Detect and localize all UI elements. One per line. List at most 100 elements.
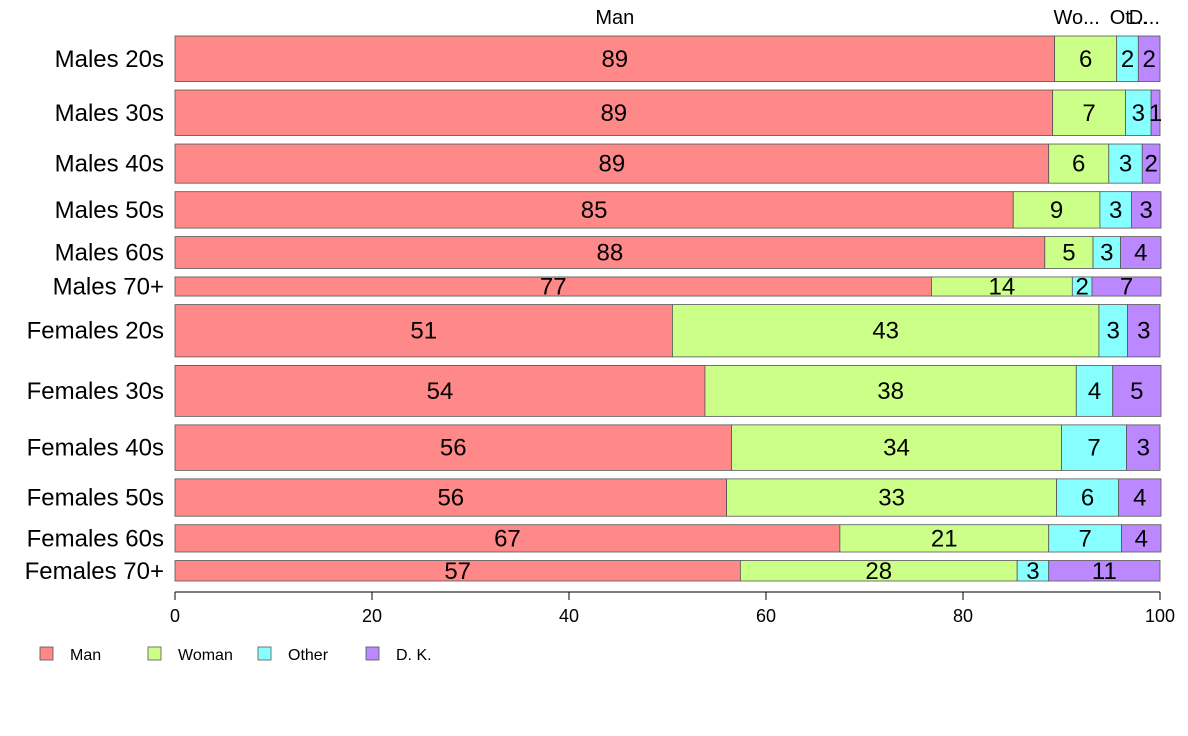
- value-label: 3: [1140, 197, 1153, 224]
- bar-segment-other: [1048, 524, 1122, 553]
- legend-label-woman: Woman: [178, 647, 233, 664]
- value-label: 89: [598, 151, 625, 178]
- legend-swatch-man: [39, 646, 54, 661]
- value-label: 3: [1109, 197, 1122, 224]
- value-label: 6: [1081, 485, 1094, 512]
- bar-segment-man: [174, 236, 1046, 269]
- x-tick-label: 20: [362, 606, 382, 626]
- bar-segment-man: [174, 524, 841, 553]
- legend-label-d-k: D. K.: [396, 647, 432, 664]
- value-label: 2: [1076, 273, 1089, 300]
- bar-segment-other: [1099, 191, 1132, 229]
- value-label: 67: [494, 525, 521, 552]
- value-label: 56: [440, 435, 467, 462]
- bar-segment-other: [1098, 304, 1128, 358]
- row-label: Males 20s: [55, 46, 164, 73]
- row-label: Females 60s: [27, 525, 164, 552]
- value-label: 33: [878, 485, 905, 512]
- value-label: 56: [437, 485, 464, 512]
- x-tick-label: 0: [170, 606, 180, 626]
- value-label: 4: [1088, 378, 1101, 405]
- value-label: 7: [1087, 435, 1100, 462]
- bar-segment-d-k: [1121, 524, 1162, 553]
- value-label: 7: [1082, 100, 1095, 127]
- row-label: Females 30s: [27, 378, 164, 405]
- value-label: 77: [540, 273, 567, 300]
- value-label: 3: [1137, 318, 1150, 345]
- bar-segment-woman: [731, 424, 1062, 471]
- x-tick-label: 80: [953, 606, 973, 626]
- value-label: 21: [931, 525, 958, 552]
- row-label: Females 40s: [27, 435, 164, 462]
- bar-segment-man: [174, 89, 1054, 136]
- value-label: 89: [600, 100, 627, 127]
- value-label: 3: [1137, 435, 1150, 462]
- bar-segment-other: [1108, 143, 1143, 184]
- bar-segment-d-k: [1112, 364, 1162, 417]
- bar-segment-woman: [1044, 236, 1094, 269]
- value-label: 11: [1092, 558, 1117, 585]
- value-label: 7: [1078, 525, 1091, 552]
- bar-segment-other: [1056, 478, 1120, 517]
- bar-segment-d-k: [1048, 560, 1161, 582]
- bar-segment-man: [174, 364, 706, 417]
- value-label: 7: [1120, 273, 1133, 300]
- bar-segment-man: [174, 478, 727, 517]
- legend-label-man: Man: [70, 647, 101, 664]
- bar-segment-man: [174, 143, 1050, 184]
- bar-segment-d-k: [1150, 89, 1161, 136]
- row-label: Females 20s: [27, 318, 164, 345]
- value-label: 57: [444, 558, 471, 585]
- bar-segment-d-k: [1091, 276, 1162, 297]
- value-label: 51: [410, 318, 437, 345]
- x-tick-label: 40: [559, 606, 579, 626]
- value-label: 5: [1062, 240, 1075, 267]
- value-label: 6: [1079, 46, 1092, 73]
- bar-segment-d-k: [1137, 35, 1161, 82]
- bar-segment-man: [174, 424, 732, 471]
- value-label: 4: [1135, 525, 1148, 552]
- row-label: Males 70+: [53, 273, 164, 300]
- bar-segment-man: [174, 304, 673, 358]
- bar-segment-woman: [704, 364, 1077, 417]
- row-label: Males 50s: [55, 197, 164, 224]
- value-label: 85: [581, 197, 608, 224]
- bar-segment-other: [1125, 89, 1152, 136]
- bar-segment-woman: [726, 478, 1057, 517]
- value-label: 3: [1119, 151, 1132, 178]
- value-label: 54: [427, 378, 454, 405]
- value-label: 88: [597, 240, 624, 267]
- bar-segment-woman: [1052, 89, 1126, 136]
- bar-segment-d-k: [1127, 304, 1161, 358]
- value-label: 4: [1133, 485, 1146, 512]
- bar-segment-other: [1092, 236, 1122, 269]
- row-label: Males 60s: [55, 240, 164, 267]
- top-label-woman: Wo...: [1053, 7, 1099, 29]
- bar-segment-d-k: [1120, 236, 1162, 269]
- value-label: 6: [1072, 151, 1085, 178]
- value-label: 1: [1149, 100, 1162, 127]
- legend-label-other: Other: [288, 647, 329, 664]
- value-label: 4: [1134, 240, 1147, 267]
- value-label: 28: [865, 558, 892, 585]
- bar-segment-d-k: [1118, 478, 1162, 517]
- legend-swatch-other: [257, 646, 272, 661]
- top-label-man: Man: [595, 7, 634, 29]
- row-label: Females 50s: [27, 485, 164, 512]
- bar-segment-d-k: [1131, 191, 1162, 229]
- bar-segment-d-k: [1141, 143, 1161, 184]
- top-label-other: Ot...: [1110, 7, 1148, 29]
- x-tick-label: 60: [756, 606, 776, 626]
- row-label: Females 70+: [25, 558, 164, 585]
- row-label: Males 40s: [55, 151, 164, 178]
- value-label: 2: [1144, 151, 1157, 178]
- bar-segment-d-k: [1126, 424, 1161, 471]
- value-label: 43: [872, 318, 899, 345]
- value-label: 3: [1107, 318, 1120, 345]
- value-label: 2: [1121, 46, 1134, 73]
- value-label: 14: [989, 273, 1016, 300]
- x-tick-label: 100: [1145, 606, 1175, 626]
- value-label: 2: [1142, 46, 1155, 73]
- bar-segment-woman: [1054, 35, 1118, 82]
